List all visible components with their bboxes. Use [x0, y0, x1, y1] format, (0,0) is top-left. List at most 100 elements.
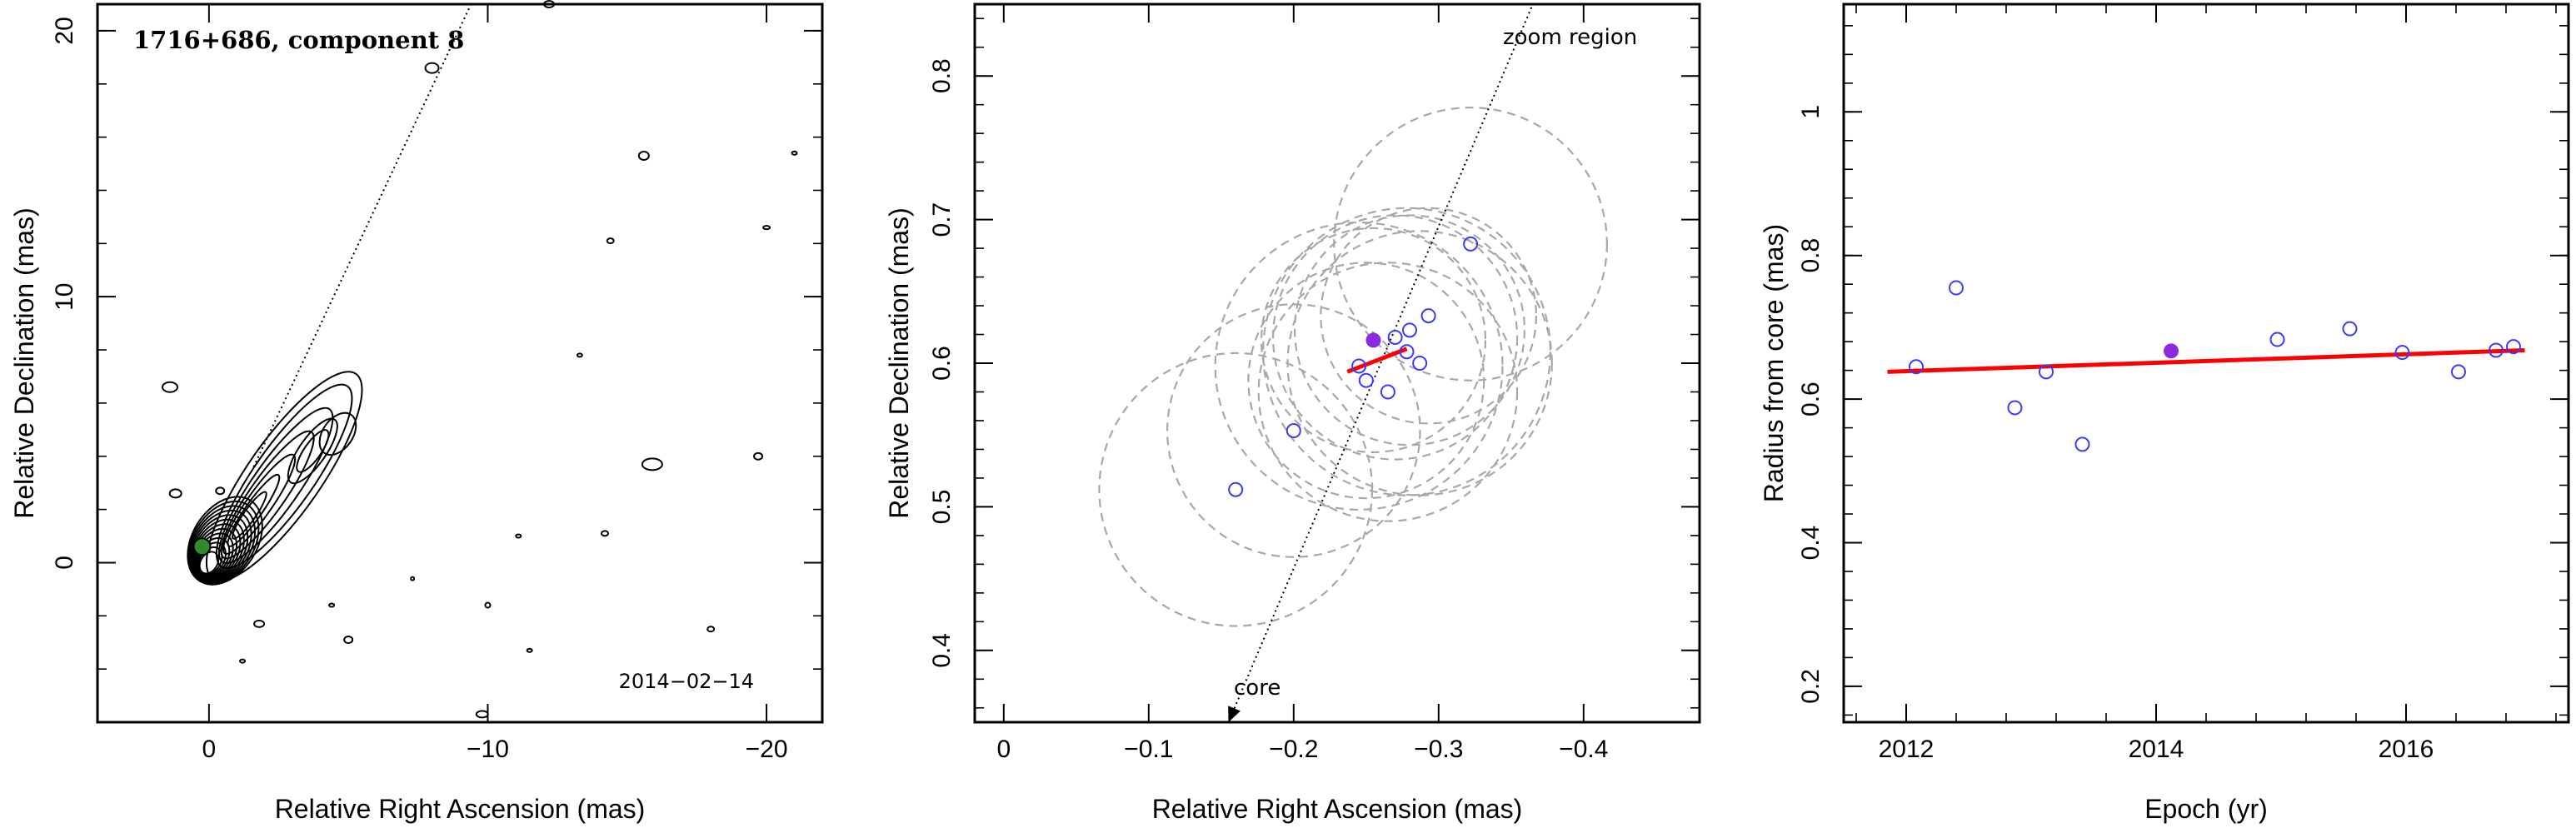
- uncertainty-circles: [1098, 107, 1608, 627]
- y-axis-label: Relative Declination (mas): [9, 207, 39, 518]
- noise-contour: [526, 647, 533, 653]
- y-tick-label: 1: [1797, 105, 1825, 119]
- jet-contour: [205, 371, 363, 582]
- observation-date: 2014−02−14: [619, 670, 754, 693]
- panel-2-tick-labels: 0 −0.1 −0.2 −0.3 −0.4 0.4 0.5 0.6 0.7 0.8: [928, 58, 1608, 763]
- data-point: [1351, 358, 1367, 374]
- panel-1-frame: [96, 2, 824, 724]
- y-tick-label: 0.4: [928, 633, 956, 668]
- x-tick-label: −10: [467, 736, 509, 763]
- noise-contour: [424, 62, 440, 74]
- noise-contour: [791, 150, 798, 156]
- zoom-region-label: zoom region: [1503, 25, 1637, 50]
- data-point: [2074, 436, 2090, 452]
- x-tick-label: 2012: [1879, 736, 1934, 763]
- panel-2-ticks: [975, 4, 1700, 722]
- jet-contour: [296, 429, 330, 473]
- noise-contour: [239, 658, 246, 664]
- uncertainty-circle: [1320, 207, 1538, 425]
- noise-contour: [543, 0, 556, 8]
- noise-contour: [641, 457, 663, 471]
- data-point: [1402, 322, 1417, 338]
- current-epoch-point: [2164, 343, 2179, 359]
- core-arrow-icon: [1228, 706, 1241, 722]
- y-tick-label: 0.5: [928, 490, 956, 525]
- data-point: [1420, 308, 1436, 324]
- data-point: [1909, 359, 1924, 375]
- data-point: [2451, 364, 2466, 380]
- y-axis-label: Relative Declination (mas): [884, 207, 914, 518]
- data-point: [1228, 481, 1244, 497]
- panel-3-frame: [1842, 2, 2570, 724]
- data-point: [1380, 384, 1395, 400]
- noise-contour: [606, 237, 615, 245]
- x-tick-label: −0.4: [1559, 736, 1608, 763]
- panel-zoom-region: 0 −0.1 −0.2 −0.3 −0.4 0.4 0.5 0.6 0.7 0.8 zoom re…: [884, 2, 1701, 824]
- noise-contour: [343, 636, 354, 645]
- noise-contour: [475, 710, 489, 719]
- panel-3-ticks: [1844, 4, 2569, 722]
- noise-contour: [168, 488, 182, 499]
- noise-contour: [162, 381, 178, 393]
- noise-contour: [637, 150, 650, 161]
- x-tick-label: −0.3: [1414, 736, 1463, 763]
- panel-1-ticks: [97, 4, 822, 723]
- data-point: [2007, 400, 2023, 416]
- radius-measurements: [1909, 280, 2521, 452]
- core-label: core: [1234, 676, 1281, 701]
- noise-contour: [576, 352, 583, 358]
- x-tick-label: −0.1: [1124, 736, 1173, 763]
- noise-contour: [515, 533, 522, 539]
- uncertainty-circle: [1333, 107, 1608, 382]
- data-point: [2394, 345, 2410, 361]
- noise-contour: [410, 576, 416, 581]
- component-marker: [192, 537, 212, 556]
- jet-contour: [232, 491, 267, 540]
- noise-contour: [762, 225, 771, 231]
- jet-contour: [222, 453, 297, 555]
- y-tick-label: 0: [51, 556, 78, 570]
- x-tick-label: 2014: [2129, 736, 2184, 763]
- data-point: [1463, 236, 1479, 252]
- x-tick-label: −20: [746, 736, 788, 763]
- data-point: [2342, 321, 2358, 337]
- uncertainty-circle: [1166, 303, 1421, 558]
- panel-1-tick-labels: 0 −10 −20 0 10 20: [51, 17, 788, 763]
- data-point: [2489, 342, 2504, 358]
- panel-radius-vs-epoch: 2012 2014 2016 0.2 0.4 0.6 0.8 1 Epoch (yr) Rad…: [1759, 2, 2570, 824]
- x-axis-label: Relative Right Ascension (mas): [275, 794, 646, 824]
- noise-contour: [484, 601, 492, 609]
- noise-contour: [215, 486, 226, 496]
- y-tick-label: 0.8: [1797, 238, 1825, 273]
- jet-direction-line: [252, 3, 472, 467]
- y-tick-label: 0.6: [928, 346, 956, 381]
- x-axis-label: Epoch (yr): [2144, 794, 2268, 824]
- noise-contour: [328, 602, 336, 608]
- data-point: [2269, 332, 2285, 347]
- uncertainty-circle: [1271, 214, 1519, 461]
- x-tick-label: −0.2: [1269, 736, 1318, 763]
- y-tick-label: 20: [51, 17, 78, 44]
- fit-line: [1887, 347, 2525, 374]
- uncertainty-circle: [1293, 214, 1526, 446]
- data-point: [2039, 364, 2054, 380]
- jet-contour-map: [162, 0, 798, 719]
- y-axis-label: Radius from core (mas): [1759, 224, 1789, 502]
- uncertainty-circle: [1214, 221, 1504, 511]
- x-tick-label: 0: [202, 736, 217, 763]
- x-tick-label: 0: [996, 736, 1011, 763]
- uncertainty-circle: [1098, 352, 1374, 627]
- jet-contour: [318, 412, 357, 456]
- noise-contour: [753, 451, 764, 461]
- y-tick-label: 0.7: [928, 202, 956, 237]
- noise-contour: [601, 530, 609, 537]
- panel-3-tick-labels: 2012 2014 2016 0.2 0.4 0.6 0.8 1: [1797, 105, 2434, 763]
- y-tick-label: 0.2: [1797, 669, 1825, 704]
- x-axis-label: Relative Right Ascension (mas): [1152, 794, 1523, 824]
- uncertainty-circle: [1257, 262, 1519, 522]
- jet-contour: [217, 407, 334, 564]
- y-tick-label: 0.8: [928, 58, 956, 93]
- jet-contour: [227, 473, 281, 547]
- data-point: [1399, 344, 1415, 360]
